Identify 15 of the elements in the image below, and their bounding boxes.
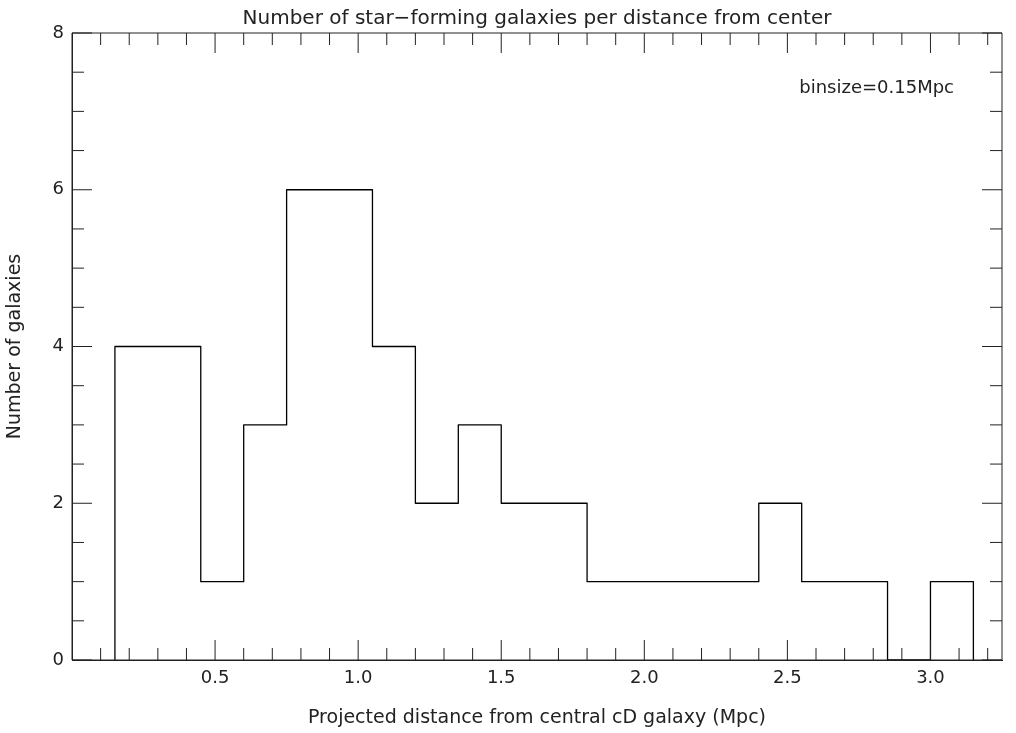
x-tick-label: 1.0 bbox=[343, 666, 373, 688]
y-tick-label: 4 bbox=[52, 334, 64, 356]
x-axis-title: Projected distance from central cD galaxy (Mpc) bbox=[308, 704, 766, 727]
x-tick-label: 2.0 bbox=[629, 666, 659, 688]
y-axis-title: Number of galaxies bbox=[2, 253, 25, 440]
annotation: binsize=0.15Mpc bbox=[799, 75, 954, 97]
y-tick-label: 2 bbox=[52, 490, 64, 512]
chart-title: Number of star−forming galaxies per distance from center bbox=[242, 5, 833, 29]
x-tick-label: 3.0 bbox=[916, 666, 945, 688]
x-tick-label: 1.5 bbox=[486, 666, 516, 688]
y-tick-label: 8 bbox=[52, 20, 64, 42]
x-tick-label: 0.5 bbox=[200, 666, 230, 688]
x-tick-label: 2.5 bbox=[773, 666, 802, 688]
y-tick-label: 0 bbox=[52, 647, 64, 669]
y-tick-label: 6 bbox=[52, 177, 64, 199]
